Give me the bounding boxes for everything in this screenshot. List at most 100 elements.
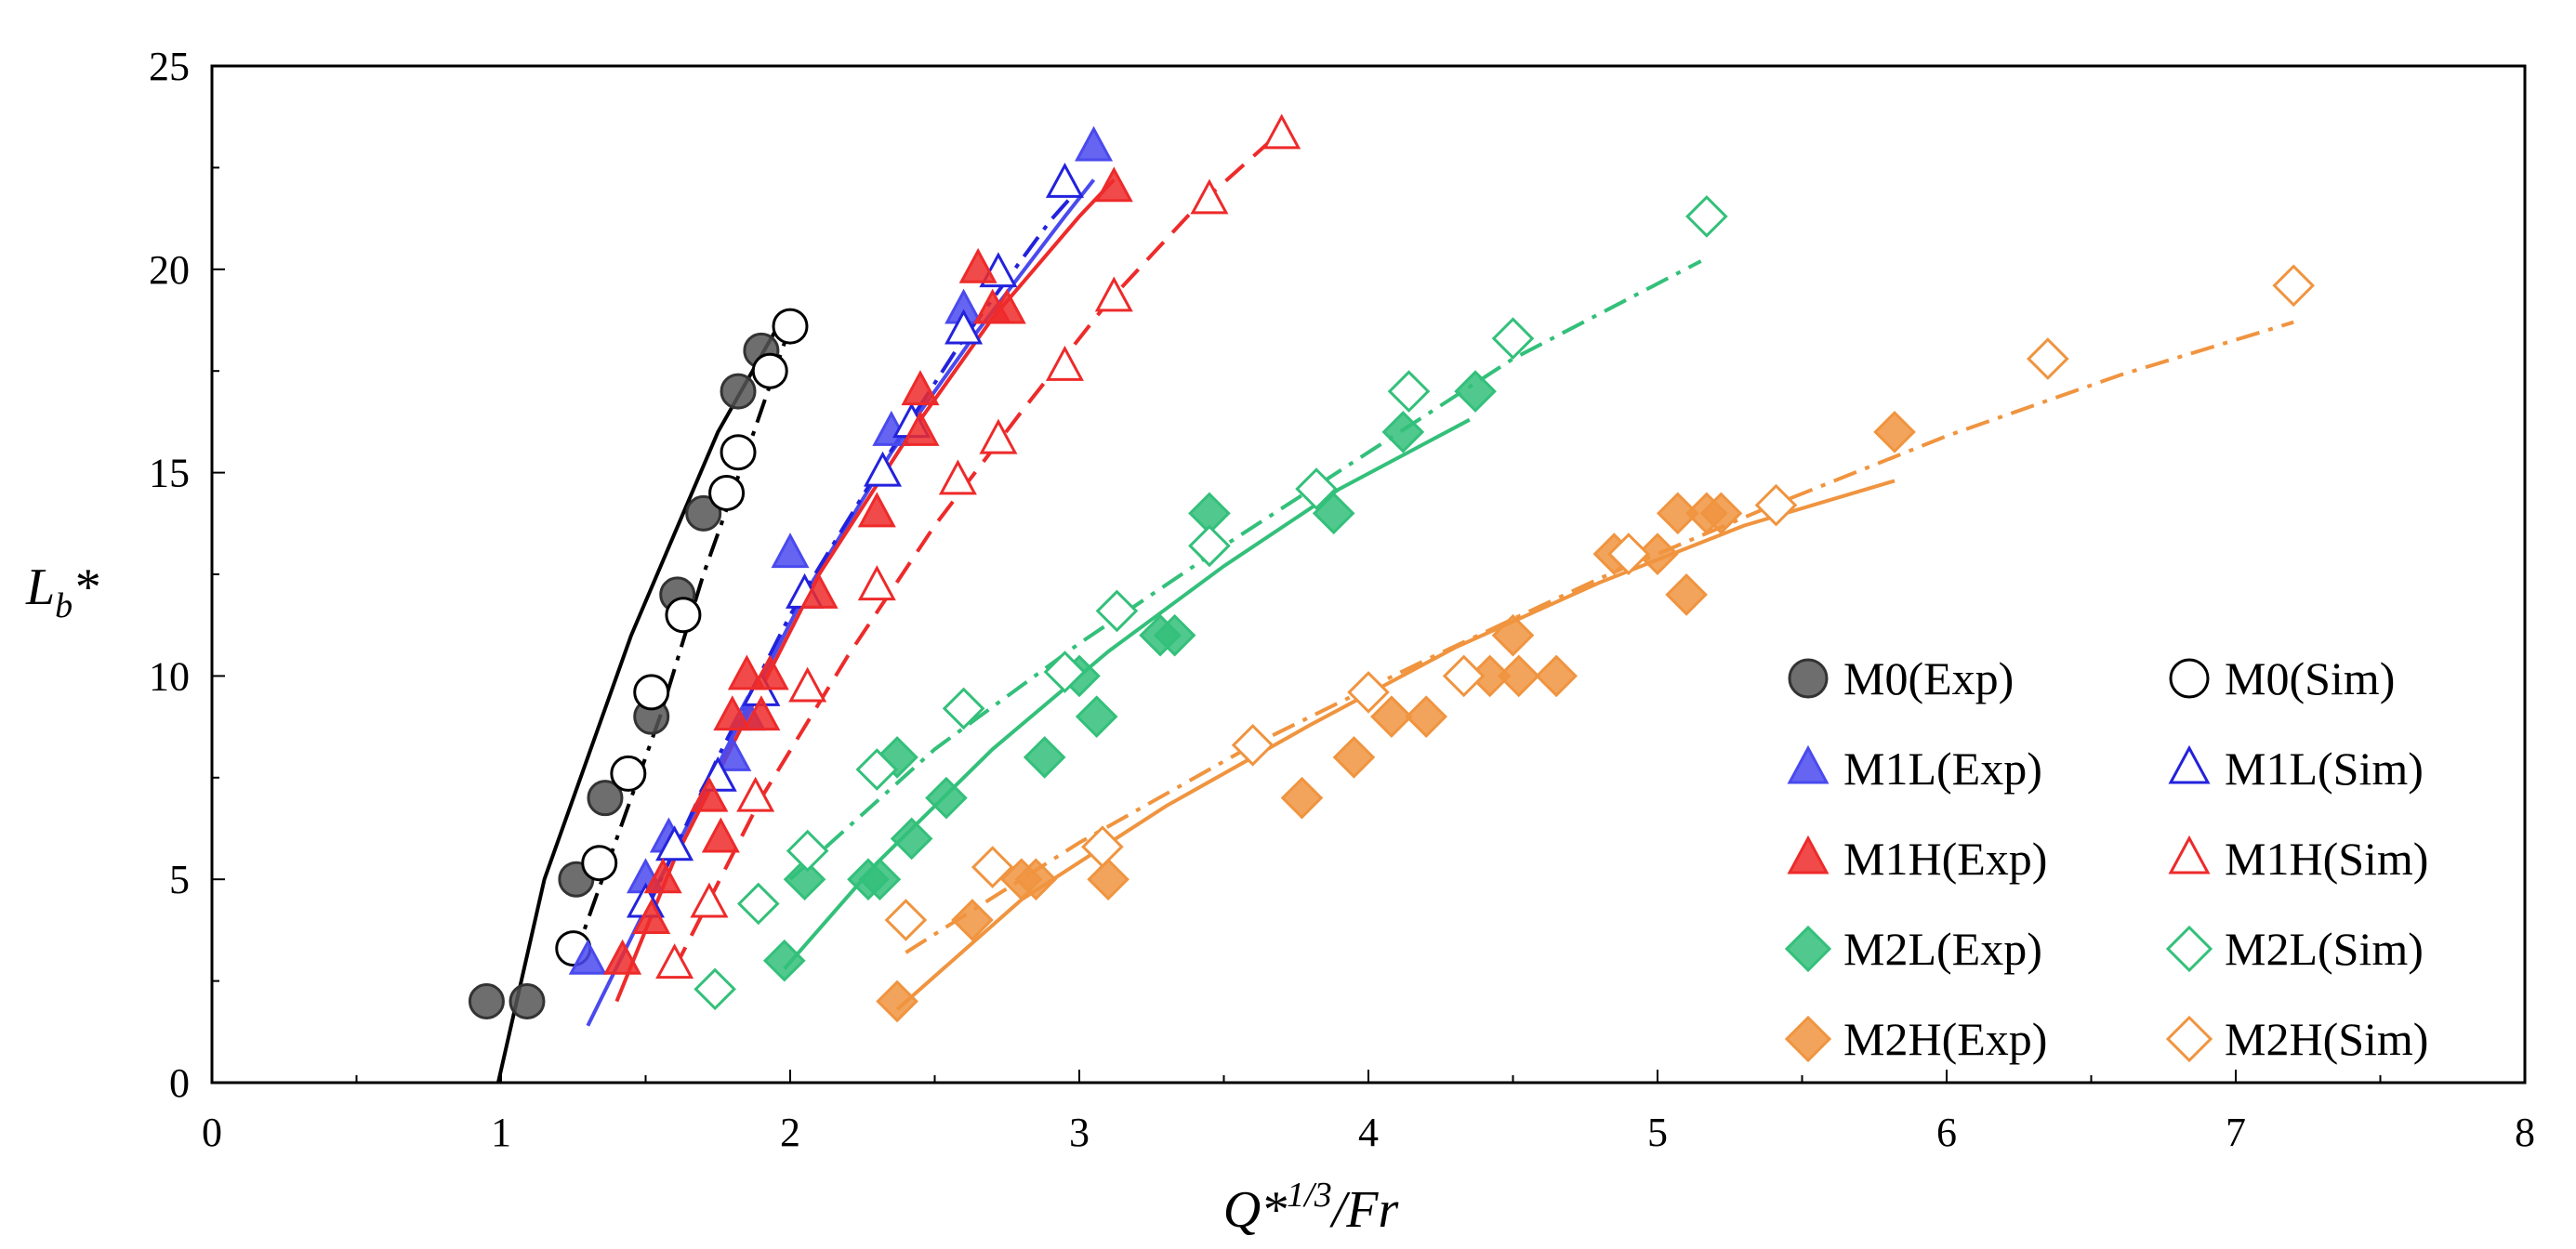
legend-marker-m2h-sim: [2165, 1015, 2213, 1063]
point-m2h-exp: [1014, 858, 1058, 901]
point-m1l-sim: [655, 825, 694, 861]
point-m1h-sim: [1262, 113, 1301, 150]
point-m2h-sim: [1754, 483, 1798, 527]
point-m2l-sim: [736, 882, 780, 926]
point-m0-exp: [685, 494, 722, 532]
x-axis-title-base: Q*: [1223, 1181, 1287, 1239]
point-m0-sim: [633, 674, 670, 711]
point-m1h-exp: [857, 492, 896, 528]
legend-label-m0-sim: M0(Sim): [2225, 652, 2395, 704]
legend-item-m2h-sim: M2H(Sim): [2165, 1013, 2428, 1065]
point-m2l-exp: [925, 776, 968, 820]
point-m2h-exp: [1497, 654, 1540, 698]
point-m2h-exp: [1280, 776, 1324, 820]
point-m2h-sim: [1607, 532, 1650, 575]
legend-label-m2h-exp: M2H(Exp): [1843, 1013, 2047, 1065]
y-axis-title-rest: *: [73, 559, 99, 616]
point-m1h-exp: [799, 572, 839, 609]
plot-area-frame: [210, 64, 2527, 1085]
point-m2h-exp: [1665, 573, 1708, 616]
point-m1h-exp: [1094, 166, 1133, 203]
y-tick-label: 5: [169, 857, 190, 902]
legend-label-m0-exp: M0(Exp): [1843, 652, 2014, 704]
point-m2l-sim: [1387, 370, 1431, 413]
legend-marker-m0-exp: [1788, 658, 1829, 699]
point-m1l-exp: [771, 532, 810, 569]
legend-label-m2h-sim: M2H(Sim): [2225, 1013, 2428, 1065]
x-tick-label: 4: [1358, 1110, 1379, 1155]
point-m1h-exp: [727, 654, 766, 690]
point-m2h-exp: [876, 979, 918, 1023]
fit-line-m2l-sim: [788, 259, 1702, 881]
point-m1h-exp: [901, 370, 940, 406]
y-axis-ticks: 0 5 10 15 20 25: [149, 44, 225, 1106]
point-m1h-sim: [690, 882, 729, 918]
x-tick-label: 1: [491, 1110, 511, 1155]
point-m1h-exp: [713, 695, 752, 731]
point-m1h-sim: [979, 418, 1018, 454]
legend: M0(Exp) M0(Sim) M1L(Exp) M1L(Sim) M1H(Exp) M1…: [1784, 652, 2428, 1065]
fit-line-m1h-sim: [672, 129, 1284, 970]
legend-item-m0-sim: M0(Sim): [2169, 652, 2395, 704]
point-m2l-exp: [858, 858, 902, 901]
point-m0-sim: [751, 352, 788, 389]
legend-marker-m2l-sim: [2165, 925, 2213, 973]
fit-line-m2h-sim: [905, 320, 2294, 954]
point-m2l-exp: [1454, 370, 1497, 413]
legend-marker-m2l-exp: [1784, 925, 1832, 973]
point-m2l-sim: [1295, 467, 1338, 510]
point-m1h-exp: [643, 858, 682, 894]
fit-line-m0-exp: [495, 329, 778, 1084]
point-m1l-sim: [945, 309, 984, 345]
point-m1h-exp: [603, 939, 642, 975]
legend-item-m2l-exp: M2L(Exp): [1784, 923, 2042, 975]
point-m2h-exp: [1405, 695, 1448, 738]
point-m1h-sim: [1094, 276, 1133, 312]
point-m1h-exp: [742, 695, 781, 731]
point-m1l-exp: [1075, 125, 1114, 162]
data-points: [468, 113, 2316, 1023]
x-tick-label: 0: [202, 1110, 222, 1155]
point-m2h-sim: [1081, 825, 1124, 869]
legend-marker-m1h-exp: [1787, 835, 1830, 874]
point-m2h-exp: [1332, 736, 1376, 779]
legend-label-m1h-sim: M1H(Sim): [2225, 833, 2428, 885]
point-m2h-sim: [2272, 264, 2316, 308]
point-m2l-sim: [1188, 524, 1231, 568]
legend-label-m2l-sim: M2L(Sim): [2225, 923, 2424, 975]
point-m2h-sim: [1231, 723, 1275, 767]
y-axis-title-base: L: [25, 559, 55, 616]
point-m2l-exp: [890, 817, 933, 861]
point-m1h-exp: [987, 288, 1026, 324]
point-m1h-sim: [857, 565, 896, 601]
point-m1h-sim: [1190, 178, 1229, 215]
point-m1h-sim: [1045, 345, 1084, 381]
point-m2l-sim: [786, 829, 829, 873]
point-m2l-exp: [1023, 736, 1066, 779]
y-tick-label: 20: [149, 247, 190, 293]
y-tick-label: 25: [149, 44, 190, 89]
point-m2h-exp: [1535, 654, 1578, 698]
x-tick-label: 2: [780, 1110, 800, 1155]
y-tick-label: 15: [149, 451, 190, 496]
legend-label-m1l-exp: M1L(Exp): [1843, 743, 2042, 795]
point-m1h-exp: [632, 899, 671, 934]
point-m2h-exp: [1656, 492, 1699, 535]
point-m2l-sim: [694, 967, 736, 1011]
point-m2h-sim: [2027, 337, 2069, 380]
point-m2l-sim: [855, 748, 899, 791]
point-m1h-exp: [690, 776, 729, 812]
point-m1l-exp: [713, 735, 752, 771]
legend-marker-m1h-sim: [2168, 835, 2211, 874]
x-axis-title-rest: /Fr: [1329, 1181, 1399, 1239]
point-m2h-sim: [884, 899, 928, 941]
point-m0-sim: [665, 597, 702, 634]
point-m1h-sim: [655, 943, 694, 979]
point-m1h-exp: [750, 654, 789, 690]
point-m2l-sim: [1043, 651, 1087, 693]
point-m2h-sim: [1442, 654, 1486, 698]
point-m2h-sim: [971, 846, 1014, 888]
legend-marker-m2h-exp: [1784, 1015, 1832, 1063]
point-m1h-sim: [938, 459, 977, 495]
